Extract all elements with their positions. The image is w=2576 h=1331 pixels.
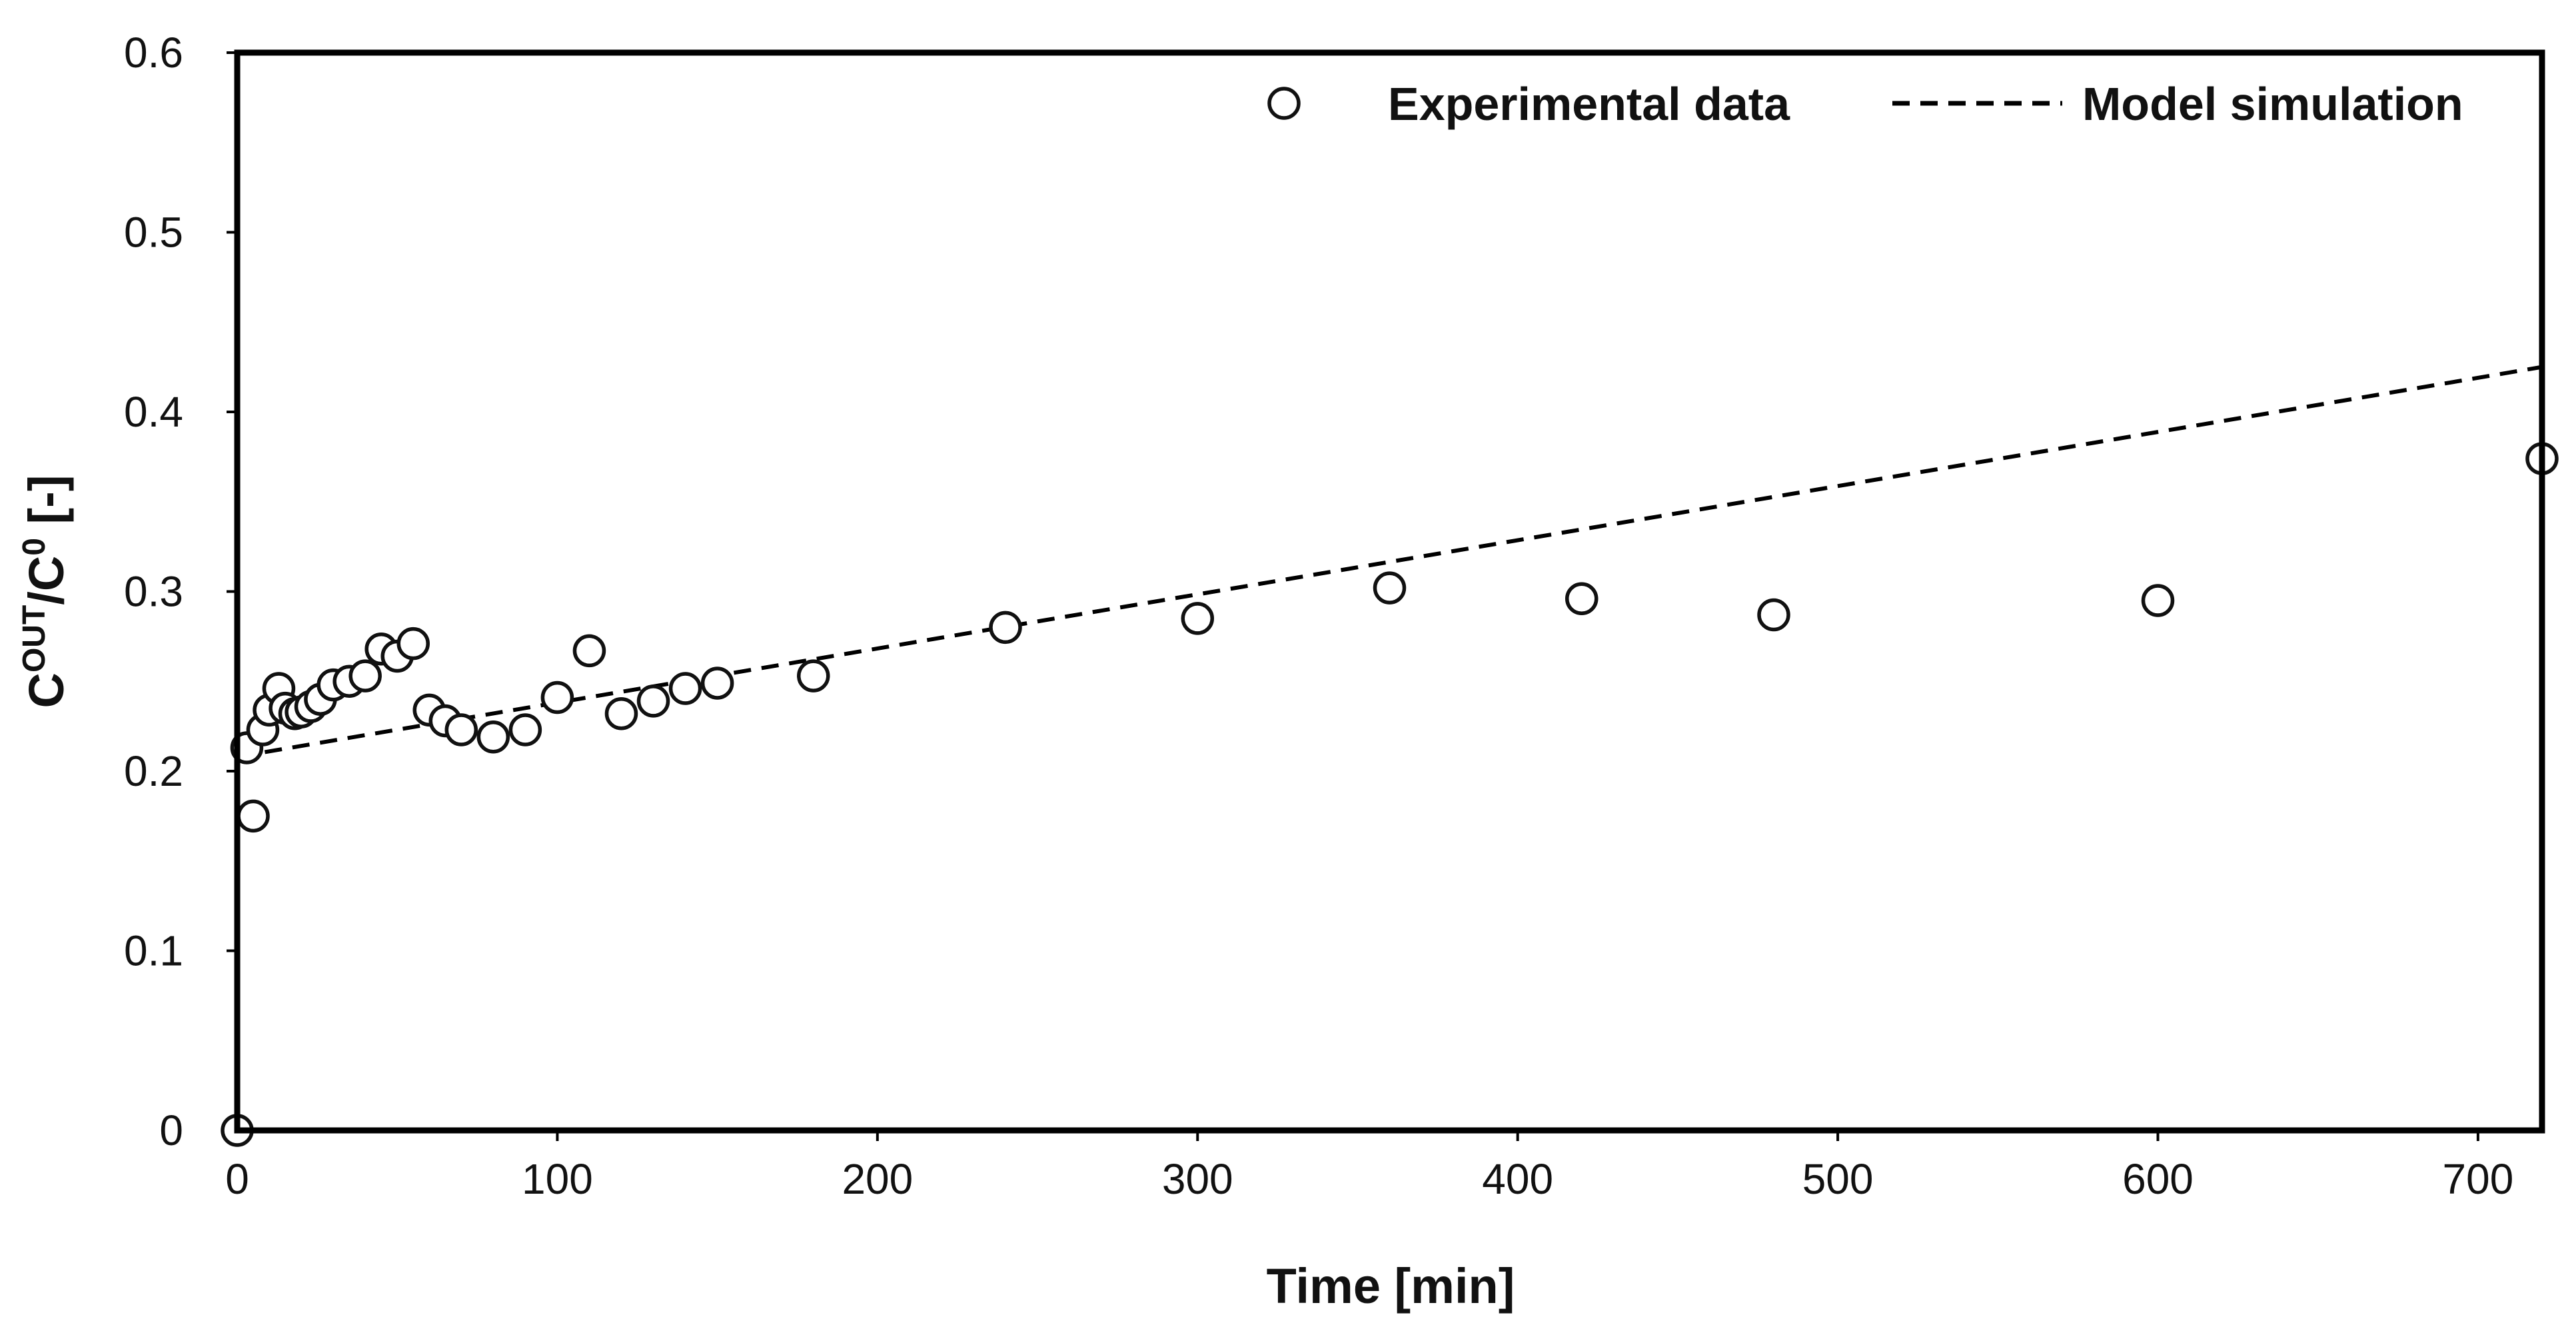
- x-tick-label: 0: [225, 1155, 249, 1203]
- data-point: [989, 611, 1022, 645]
- x-axis-ticks: 0 100 200 300 400 500 600 700: [225, 1130, 2513, 1203]
- y-tick-label: 0.5: [124, 209, 183, 257]
- data-point: [444, 713, 478, 746]
- model-simulation-layer: [237, 365, 2543, 759]
- legend: Experimental data Model simulation: [1267, 78, 2463, 130]
- y-axis-title-sup-out: OUT: [17, 605, 52, 672]
- y-tick-label: 0: [159, 1106, 183, 1154]
- legend-label-model: Model simulation: [2082, 78, 2463, 130]
- x-tick-label: 100: [522, 1155, 593, 1203]
- y-axis-title-sup-zero: 0: [17, 538, 52, 556]
- data-point: [1565, 582, 1599, 616]
- x-tick-label: 700: [2443, 1155, 2514, 1203]
- data-point: [508, 713, 542, 746]
- model-simulation-line: [237, 365, 2543, 759]
- x-tick-label: 400: [1482, 1155, 1553, 1203]
- data-point: [540, 680, 574, 714]
- y-axis-ticks: 0 0.1 0.2 0.3 0.4 0.5 0.6: [124, 29, 237, 1154]
- y-axis-title-c: C: [19, 672, 74, 708]
- data-point: [1373, 571, 1407, 605]
- y-tick-label: 0.6: [124, 29, 183, 77]
- experimental-points-layer: [221, 442, 2559, 1147]
- data-point: [2141, 584, 2175, 617]
- y-tick-label: 0.3: [124, 568, 183, 616]
- data-point: [348, 659, 382, 692]
- y-axis-title: COUT/C0 [-]: [17, 475, 74, 708]
- y-tick-label: 0.2: [124, 747, 183, 795]
- x-axis-title: Time [min]: [1267, 1258, 1515, 1314]
- y-tick-label: 0.4: [124, 388, 183, 436]
- data-point: [1757, 598, 1790, 632]
- legend-label-experimental: Experimental data: [1388, 78, 1790, 130]
- y-tick-label: 0.1: [124, 927, 183, 975]
- x-tick-label: 300: [1162, 1155, 1233, 1203]
- data-point: [604, 697, 638, 730]
- data-point: [476, 720, 510, 754]
- data-point: [396, 627, 430, 661]
- data-point: [572, 634, 606, 668]
- data-point: [636, 684, 670, 718]
- x-tick-label: 600: [2122, 1155, 2194, 1203]
- plot-area-frame: [234, 49, 2545, 1134]
- y-axis-title-slash-c: /C: [19, 556, 74, 605]
- data-point: [700, 666, 734, 700]
- data-point: [1181, 602, 1214, 635]
- data-point: [237, 799, 270, 833]
- x-tick-label: 500: [1802, 1155, 1874, 1203]
- data-point: [668, 672, 702, 705]
- legend-marker-experimental: [1267, 87, 1301, 120]
- data-point: [797, 659, 830, 692]
- y-axis-title-unit: [-]: [19, 475, 74, 539]
- x-tick-label: 200: [842, 1155, 913, 1203]
